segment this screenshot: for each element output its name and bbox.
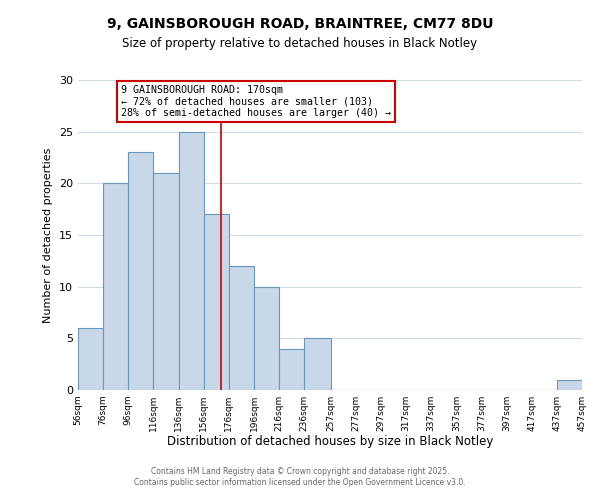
Y-axis label: Number of detached properties: Number of detached properties	[43, 148, 53, 322]
Bar	[154, 173, 179, 390]
Bar	[557, 380, 582, 390]
Bar	[128, 152, 154, 390]
Bar	[279, 348, 304, 390]
Text: Contains HM Land Registry data © Crown copyright and database right 2025.: Contains HM Land Registry data © Crown c…	[151, 467, 449, 476]
Text: 9, GAINSBOROUGH ROAD, BRAINTREE, CM77 8DU: 9, GAINSBOROUGH ROAD, BRAINTREE, CM77 8D…	[107, 18, 493, 32]
Bar	[229, 266, 254, 390]
Bar	[78, 328, 103, 390]
Text: Contains public sector information licensed under the Open Government Licence v3: Contains public sector information licen…	[134, 478, 466, 487]
Bar	[254, 286, 279, 390]
Bar	[103, 184, 128, 390]
Text: 9 GAINSBOROUGH ROAD: 170sqm
← 72% of detached houses are smaller (103)
28% of se: 9 GAINSBOROUGH ROAD: 170sqm ← 72% of det…	[121, 85, 391, 118]
Bar	[203, 214, 229, 390]
Bar	[304, 338, 331, 390]
Text: Size of property relative to detached houses in Black Notley: Size of property relative to detached ho…	[122, 38, 478, 51]
Bar	[179, 132, 203, 390]
X-axis label: Distribution of detached houses by size in Black Notley: Distribution of detached houses by size …	[167, 436, 493, 448]
